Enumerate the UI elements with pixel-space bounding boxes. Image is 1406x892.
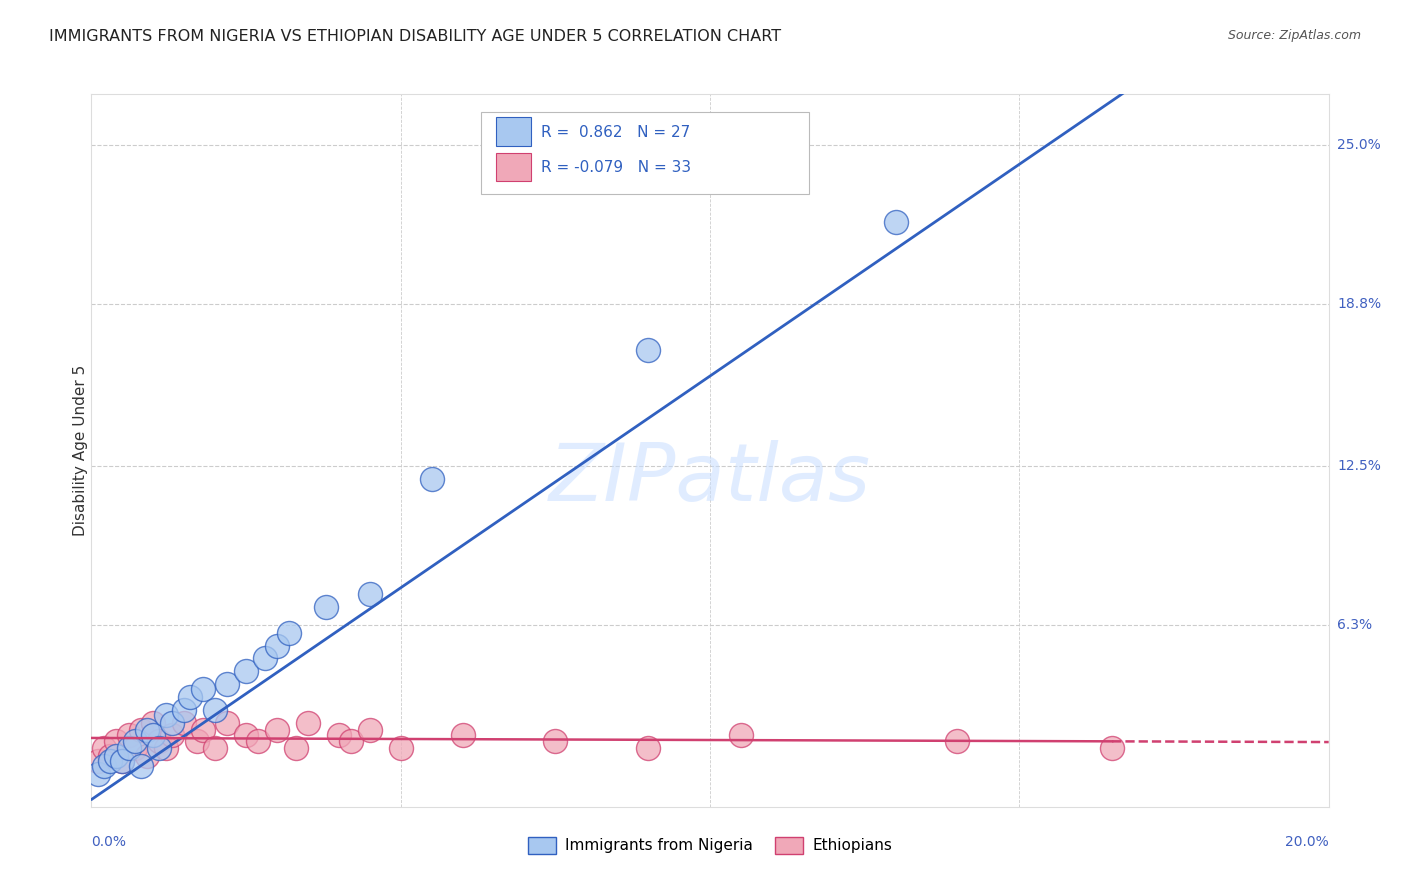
Text: 20.0%: 20.0% [1285, 835, 1329, 849]
Text: 12.5%: 12.5% [1337, 458, 1381, 473]
Point [136, 748, 159, 763]
Point [105, 733, 128, 747]
Point [389, 741, 412, 756]
Point [105, 748, 128, 763]
Text: 25.0%: 25.0% [1337, 138, 1381, 152]
FancyBboxPatch shape [481, 112, 808, 194]
Point [117, 741, 139, 756]
Point [884, 215, 907, 229]
FancyBboxPatch shape [496, 153, 530, 181]
Point [235, 664, 257, 678]
Text: ZIPatlas: ZIPatlas [548, 440, 872, 518]
Point [451, 728, 474, 742]
Point [204, 741, 226, 756]
Text: 18.8%: 18.8% [1337, 297, 1381, 311]
Point [266, 639, 288, 653]
Point [98, 748, 121, 763]
Point [93, 741, 115, 756]
Point [124, 741, 146, 756]
Point [111, 754, 134, 768]
Point [117, 728, 139, 742]
Point [191, 723, 214, 738]
Point [93, 759, 115, 773]
Point [186, 733, 208, 747]
Text: 0.0%: 0.0% [91, 835, 127, 849]
Point [191, 682, 214, 697]
Point [217, 677, 239, 691]
Point [637, 343, 659, 358]
Point [730, 728, 752, 742]
Point [359, 723, 381, 738]
Point [173, 715, 195, 730]
FancyBboxPatch shape [496, 117, 530, 145]
Point [235, 728, 257, 742]
Point [315, 600, 337, 615]
Point [155, 741, 177, 756]
Point [155, 707, 177, 722]
Point [148, 741, 170, 756]
Text: Source: ZipAtlas.com: Source: ZipAtlas.com [1227, 29, 1361, 42]
Point [142, 728, 165, 742]
Point [544, 733, 567, 747]
Point [124, 733, 146, 747]
Text: R =  0.862   N = 27: R = 0.862 N = 27 [540, 126, 690, 140]
Point [420, 472, 443, 486]
Point [179, 690, 201, 704]
Point [86, 767, 108, 781]
Legend: Immigrants from Nigeria, Ethiopians: Immigrants from Nigeria, Ethiopians [522, 830, 898, 860]
Point [111, 754, 134, 768]
Point [637, 741, 659, 756]
Text: IMMIGRANTS FROM NIGERIA VS ETHIOPIAN DISABILITY AGE UNDER 5 CORRELATION CHART: IMMIGRANTS FROM NIGERIA VS ETHIOPIAN DIS… [49, 29, 782, 44]
Text: R = -0.079   N = 33: R = -0.079 N = 33 [540, 160, 690, 175]
Point [217, 715, 239, 730]
Point [129, 759, 152, 773]
Y-axis label: Disability Age Under 5: Disability Age Under 5 [73, 365, 87, 536]
Point [1101, 741, 1123, 756]
Point [297, 715, 319, 730]
Point [946, 733, 969, 747]
Point [173, 703, 195, 717]
Point [204, 703, 226, 717]
Point [160, 715, 183, 730]
Point [86, 754, 108, 768]
Point [136, 723, 159, 738]
Point [142, 715, 165, 730]
Point [160, 728, 183, 742]
Point [129, 723, 152, 738]
Point [247, 733, 270, 747]
Point [278, 625, 301, 640]
Point [359, 587, 381, 601]
Point [340, 733, 363, 747]
Point [266, 723, 288, 738]
Text: 6.3%: 6.3% [1337, 618, 1372, 632]
Point [253, 651, 276, 665]
Point [148, 733, 170, 747]
Point [284, 741, 307, 756]
Point [328, 728, 350, 742]
Point [98, 754, 121, 768]
